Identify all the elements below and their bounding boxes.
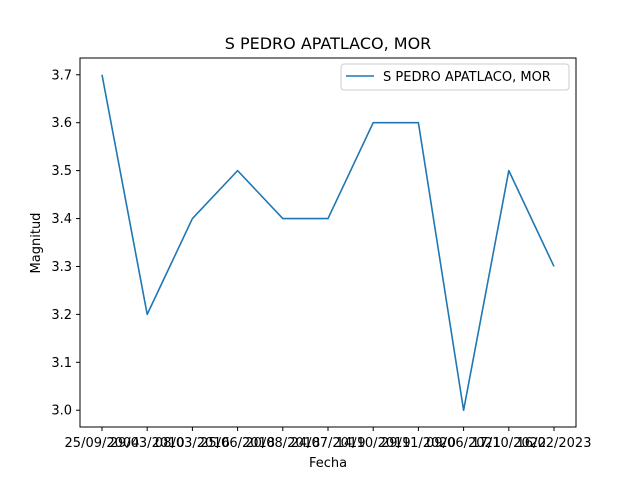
chart-title: S PEDRO APATLACO, MOR [225,34,432,53]
x-tick-label: 08/03/2016 [155,436,230,451]
y-tick-label: 3.4 [51,212,72,227]
x-axis: 25/09/200429/03/201008/03/201625/06/2018… [65,427,592,451]
y-tick-label: 3.2 [51,308,72,323]
x-tick-label: 20/08/2018 [245,436,320,451]
y-tick-label: 3.0 [51,404,72,419]
x-tick-label: 17/10/2022 [471,436,546,451]
y-tick-label: 3.5 [51,164,72,179]
x-tick-label: 25/09/2004 [65,436,140,451]
legend: S PEDRO APATLACO, MOR [340,63,570,91]
y-tick-label: 3.6 [51,116,72,131]
y-tick-label: 3.3 [51,260,72,275]
x-axis-title: Fecha [309,456,347,471]
x-tick-label: 24/07/2019 [291,436,366,451]
legend-label: S PEDRO APATLACO, MOR [383,70,551,85]
series-line [101,74,555,412]
x-tick-label: 29/11/2020 [381,436,456,451]
x-tick-label: 09/06/2021 [426,436,501,451]
x-tick-label: 29/03/2010 [110,436,185,451]
y-tick-label: 3.1 [51,356,72,371]
x-tick-label: 14/10/2019 [336,436,411,451]
legend-box [340,63,570,91]
y-tick-label: 3.7 [51,68,72,83]
y-axis: 3.0 3.1 3.2 3.3 3.4 3.5 3.6 3.7 [51,68,80,419]
x-tick-label: 25/06/2018 [200,436,275,451]
x-tick-label: 16/02/2023 [517,436,592,451]
y-axis-title: Magnitud [29,213,44,274]
